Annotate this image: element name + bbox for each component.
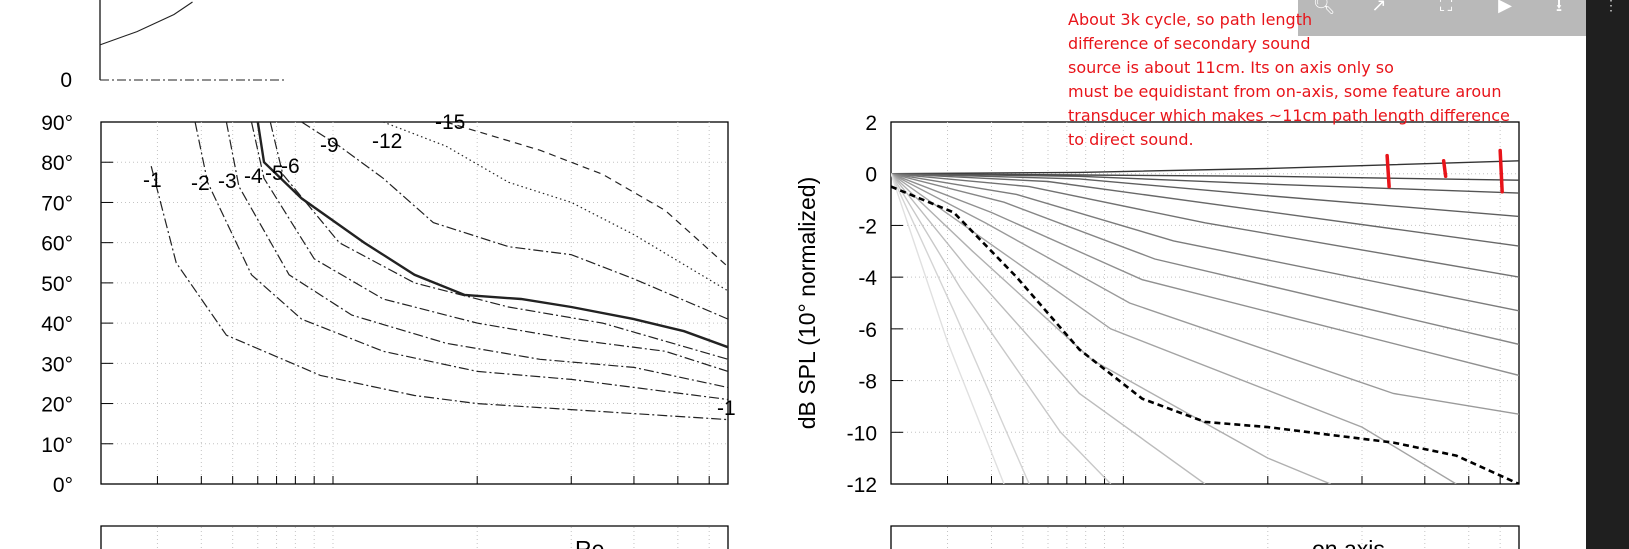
y-tick-label: 80° [41,152,73,175]
y-tick-label: -10 [847,422,877,445]
series-line [891,160,1519,175]
series-line [891,173,1112,484]
contour-line [382,122,728,292]
red-marker [1385,153,1391,189]
y-tick-label: -2 [858,215,877,238]
contour-line [269,122,728,360]
y-tick-label: 0 [60,69,72,92]
series-line [891,173,1457,484]
series-line [891,173,1519,377]
y-tick-label: 60° [41,233,73,256]
annotation-note: About 3k cycle, so path length differenc… [1068,8,1588,152]
y-tick-label: 50° [41,273,73,296]
series-line [891,173,1519,194]
contour-label: -6 [281,155,300,178]
y-tick-label: 2 [865,112,877,135]
annotation-line: source is about 11cm. Its on axis only s… [1068,58,1394,77]
y-tick-label: -12 [847,474,877,497]
dashed-reference-line [891,185,1519,484]
normalized-spl-chart: 2 0 -2 -4 -6 -8 -10 -12 dB SPL (10° normalized) [794,112,1520,497]
contour-label: -9 [320,134,339,157]
panel-title: on axis [1312,536,1385,549]
plot-frame-bottom-right [890,525,1520,549]
contour-line [256,122,728,349]
y-tick-label: -8 [858,371,877,394]
y-tick-label: -6 [858,319,877,342]
y-tick-label: 0 [865,164,877,187]
y-tick-label: 30° [41,353,73,376]
play-icon[interactable]: ▶ [1498,0,1512,14]
contour-line [301,122,728,320]
plot-frame-bottom-left [100,525,729,549]
contour-line [150,166,728,421]
series-line [891,173,1519,218]
drag-handle-icon[interactable]: ⋮ [1604,0,1618,13]
spl-series [891,160,1519,484]
contour-label: -5 [265,162,284,185]
y-tick-label: 20° [41,394,73,417]
contour-line [250,122,728,372]
download-icon[interactable]: ⭳ [1555,0,1563,14]
series-line [891,173,1206,484]
annotation-line: must be equidistant from on-axis, some f… [1068,82,1502,101]
side-panel-strip: ⋮ [1586,0,1629,549]
top-partial-chart: 0 [60,0,285,92]
series-line [891,173,1030,484]
series-line [891,173,1519,312]
annotation-line: to direct sound. [1068,130,1194,149]
y-axis-label: dB SPL (10° normalized) [794,177,820,430]
contour-chart: 90°80°70°60°50°40°30°20°10°0°-1 -2 -3 -4 -5-… [41,111,735,497]
contour-line [445,122,728,268]
red-marker [1498,148,1504,194]
zoom-icon[interactable]: 🔍︎ [1312,0,1336,14]
contour-label: -4 [244,165,263,188]
contour-label: -2 [191,172,210,195]
y-tick-label: 40° [41,313,73,336]
contour-label: -1 [143,169,162,192]
plot-frame [100,121,729,485]
contour-line [225,122,728,389]
series-line-curve [99,1,193,46]
y-tick-label: 70° [41,192,73,215]
contour-label: -15 [435,111,465,134]
panel-title: Re [575,536,604,549]
bottom-partial-charts: Re on axis [100,525,1520,549]
contour-lines [150,122,728,421]
annotation-line: transducer which makes ~11cm path length… [1068,106,1510,125]
annotation-line: difference of secondary sound [1068,34,1311,53]
series-line [891,173,1519,346]
series-line [891,173,1519,278]
series-line [891,173,1519,247]
series-line [891,173,1005,484]
image-toolbar: 🔍︎ ↗ ⛶ ▶ ⭳ [1298,0,1586,36]
contour-label: -3 [218,170,237,193]
contour-line [194,122,728,401]
series-line [891,173,1519,415]
contour-label: -12 [372,130,402,153]
red-marker [1441,159,1448,179]
open-external-icon[interactable]: ↗ [1371,0,1387,14]
y-tick-label: 0° [53,474,73,497]
annotation-line: About 3k cycle, so path length [1068,10,1313,29]
y-tick-label: -4 [858,267,877,290]
fullscreen-icon[interactable]: ⛶ [1439,0,1453,14]
y-tick-label: 90° [41,112,73,135]
y-tick-label: 10° [41,434,73,457]
contour-label: -1 [717,397,736,420]
